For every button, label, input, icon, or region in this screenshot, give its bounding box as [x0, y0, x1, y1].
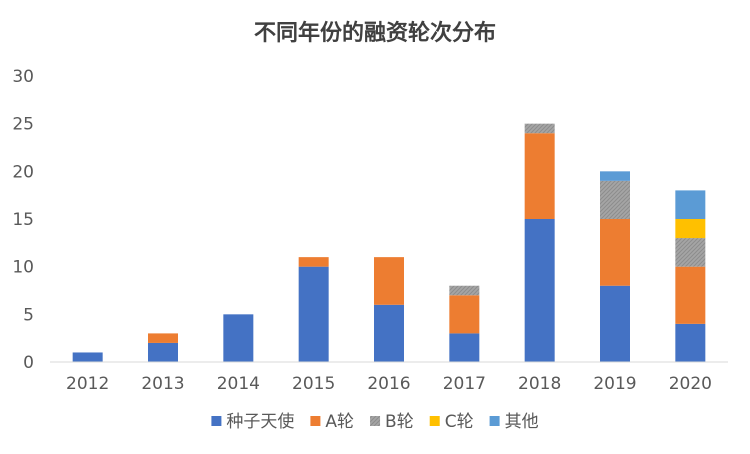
x-tick-label: 2017: [443, 374, 486, 394]
x-tick-label: 2012: [66, 374, 109, 394]
bar-segment-2014-种子天使: [223, 314, 254, 362]
bar-segment-2019-B轮: [600, 180, 630, 219]
x-tick-label: 2018: [518, 374, 561, 394]
bar-segment-2020-其他: [675, 190, 706, 219]
legend-swatch: [429, 416, 440, 426]
bar-segment-2016-种子天使: [374, 304, 404, 362]
legend-label: A轮: [325, 412, 354, 432]
x-tick-label: 2014: [217, 374, 260, 394]
chart-title: 不同年份的融资轮次分布: [254, 20, 496, 46]
bar-segment-2017-A轮: [449, 295, 480, 334]
bar-segment-2013-种子天使: [148, 342, 178, 362]
bar-segment-2019-其他: [600, 171, 630, 181]
y-tick-label: 15: [12, 210, 34, 230]
bar-segment-2017-B轮: [449, 285, 480, 296]
x-tick-label: 2015: [292, 374, 335, 394]
bar-segment-2013-A轮: [148, 333, 178, 343]
legend-label: B轮: [385, 412, 414, 432]
y-tick-label: 20: [12, 162, 34, 182]
bar-segment-2020-C轮: [675, 219, 706, 239]
y-tick-label: 10: [12, 258, 34, 278]
x-tick-label: 2016: [367, 374, 410, 394]
x-axis: 2012 2013 2014 2015 2016 2017 2018 2019 2020: [66, 374, 712, 394]
bar-segment-2016-A轮: [374, 257, 404, 305]
bar-segment-2018-A轮: [524, 133, 555, 219]
y-tick-label: 5: [23, 305, 34, 325]
bar-segment-2015-A轮: [298, 257, 329, 267]
bar-segment-2012-种子天使: [72, 352, 103, 362]
legend-label: 种子天使: [226, 411, 294, 432]
bar-segment-2020-B轮: [675, 238, 706, 267]
bar-segment-2018-B轮: [524, 123, 555, 134]
bar-segment-2017-种子天使: [449, 333, 480, 362]
legend-swatch: [211, 416, 222, 426]
bar-segment-2020-A轮: [675, 266, 706, 324]
legend: 种子天使 A轮 B轮 C轮 其他: [211, 411, 539, 432]
bars-group: [72, 123, 706, 362]
legend-label: 其他: [505, 412, 539, 432]
y-axis: 0 5 10 15 20 25 30: [12, 67, 34, 373]
x-tick-label: 2013: [141, 374, 184, 394]
bar-segment-2019-种子天使: [600, 285, 630, 362]
legend-swatch: [489, 416, 500, 426]
bar-segment-2020-种子天使: [675, 323, 706, 362]
y-tick-label: 30: [12, 67, 34, 87]
x-tick-label: 2020: [669, 374, 712, 394]
y-tick-label: 0: [23, 353, 34, 373]
bar-segment-2018-种子天使: [524, 219, 555, 362]
y-tick-label: 25: [12, 115, 34, 135]
bar-segment-2019-A轮: [600, 219, 630, 286]
bar-segment-2015-种子天使: [298, 266, 329, 362]
x-tick-label: 2019: [593, 374, 636, 394]
legend-label: C轮: [445, 412, 474, 432]
legend-swatch: [370, 416, 381, 426]
legend-swatch: [310, 416, 321, 426]
